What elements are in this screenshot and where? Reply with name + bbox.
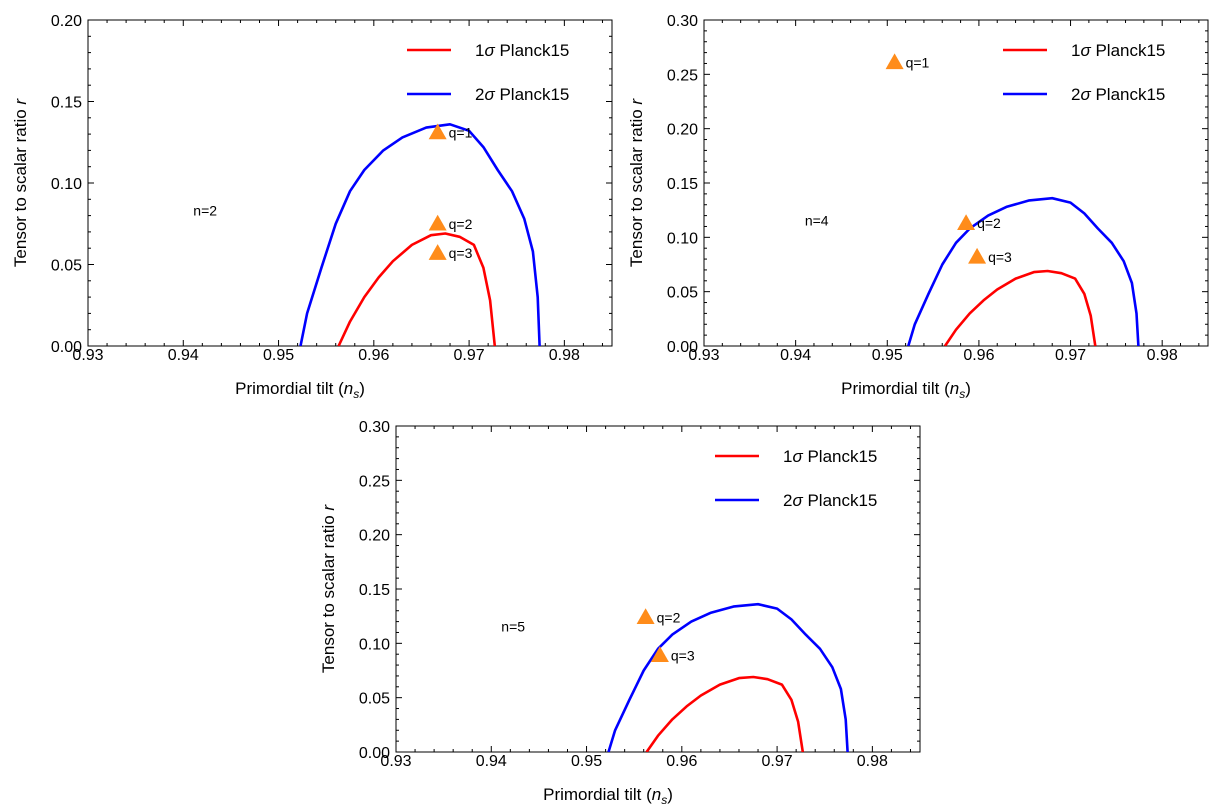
x-tick-label: 0.93	[380, 753, 411, 770]
x-tick-label: 0.98	[1147, 347, 1178, 364]
y-tick-label: 0.25	[359, 473, 390, 490]
contour-1sigma	[645, 675, 805, 752]
data-point-label: q=3	[671, 647, 695, 663]
y-axis-label: Tensor to scalar ratio r	[11, 98, 30, 268]
chart-panel-3: 0.93 0.94 0.95 0.96 0.97 0.98 0.00 0.05 0.10 0.15…	[319, 419, 921, 807]
data-point-marker	[968, 247, 987, 264]
x-tick-label: 0.94	[780, 347, 811, 364]
data-point-marker	[650, 646, 669, 663]
contour-1sigma	[943, 269, 1097, 346]
x-tick-label: 0.94	[168, 347, 199, 364]
data-point-label: q=3	[988, 249, 1012, 265]
plot-frame	[395, 425, 921, 753]
x-tick-label: 0.97	[454, 347, 485, 364]
n-annotation: n=5	[501, 618, 525, 634]
x-tick-label: 0.97	[1055, 347, 1086, 364]
x-tick-label: 0.93	[72, 347, 103, 364]
data-point-marker	[428, 214, 447, 231]
data-point-label: q=1	[449, 124, 473, 140]
y-tick-label: 0.10	[51, 176, 82, 193]
data-point-label: q=3	[449, 245, 473, 261]
chart-panel-2: 0.93 0.94 0.95 0.96 0.97 0.98 0.00 0.05 0.10 0.15…	[627, 13, 1209, 401]
x-axis-label: Primordial tilt (ns)	[841, 379, 971, 401]
y-tick-label: 0.30	[359, 419, 390, 436]
y-tick-label: 0.15	[51, 95, 82, 112]
data-point-marker	[636, 608, 655, 625]
x-tick-label: 0.96	[666, 753, 697, 770]
data-point-marker	[428, 244, 447, 260]
legend-entry: 1σ Planck15	[783, 447, 877, 466]
data-point-marker	[885, 53, 904, 70]
plot-frame	[87, 19, 613, 347]
data-point-label: q=2	[449, 216, 473, 232]
legend-entry: 2σ Planck15	[475, 85, 569, 104]
x-tick-label: 0.96	[963, 347, 994, 364]
x-axis-label: Primordial tilt (ns)	[235, 379, 365, 401]
y-tick-label: 0.30	[667, 13, 698, 30]
plot-frame	[703, 19, 1209, 347]
x-tick-label: 0.98	[857, 753, 888, 770]
data-point-marker	[428, 123, 447, 140]
legend-entry: 1σ Planck15	[1071, 41, 1165, 60]
y-tick-label: 0.00	[667, 339, 698, 356]
x-tick-label: 0.95	[872, 347, 903, 364]
x-tick-label: 0.94	[476, 753, 507, 770]
y-tick-label: 0.10	[667, 230, 698, 247]
chart-panel-1: 0.93 0.94 0.95 0.96 0.97 0.98 0.00 0.05 0.10 0.15…	[11, 13, 613, 401]
x-tick-label: 0.95	[263, 347, 294, 364]
contour-2sigma	[299, 123, 541, 346]
data-point-label: q=2	[977, 215, 1001, 231]
data-point-marker	[957, 214, 976, 230]
y-tick-label: 0.15	[359, 582, 390, 599]
y-tick-label: 0.05	[51, 258, 82, 275]
x-tick-label: 0.93	[688, 347, 719, 364]
y-tick-label: 0.10	[359, 636, 390, 653]
contour-2sigma	[607, 602, 849, 752]
x-tick-label: 0.95	[571, 753, 602, 770]
x-tick-label: 0.98	[549, 347, 580, 364]
legend-entry: 2σ Planck15	[783, 491, 877, 510]
y-tick-label: 0.00	[359, 745, 390, 762]
y-tick-label: 0.20	[667, 122, 698, 139]
y-tick-label: 0.05	[359, 691, 390, 708]
contour-1sigma	[337, 232, 497, 346]
legend-entry: 1σ Planck15	[475, 41, 569, 60]
y-axis-label: Tensor to scalar ratio r	[319, 504, 338, 674]
y-tick-label: 0.20	[51, 13, 82, 30]
y-tick-label: 0.20	[359, 528, 390, 545]
y-tick-label: 0.25	[667, 67, 698, 84]
n-annotation: n=4	[805, 212, 829, 228]
n-annotation: n=2	[193, 203, 217, 219]
y-axis-label: Tensor to scalar ratio r	[627, 98, 646, 268]
contour-2sigma	[907, 196, 1140, 346]
x-tick-label: 0.97	[762, 753, 793, 770]
y-tick-label: 0.00	[51, 339, 82, 356]
x-tick-label: 0.96	[358, 347, 389, 364]
y-tick-label: 0.05	[667, 285, 698, 302]
data-point-label: q=2	[657, 609, 681, 625]
legend-entry: 2σ Planck15	[1071, 85, 1165, 104]
x-axis-label: Primordial tilt (ns)	[543, 785, 673, 807]
y-tick-label: 0.15	[667, 176, 698, 193]
data-point-label: q=1	[906, 54, 930, 70]
